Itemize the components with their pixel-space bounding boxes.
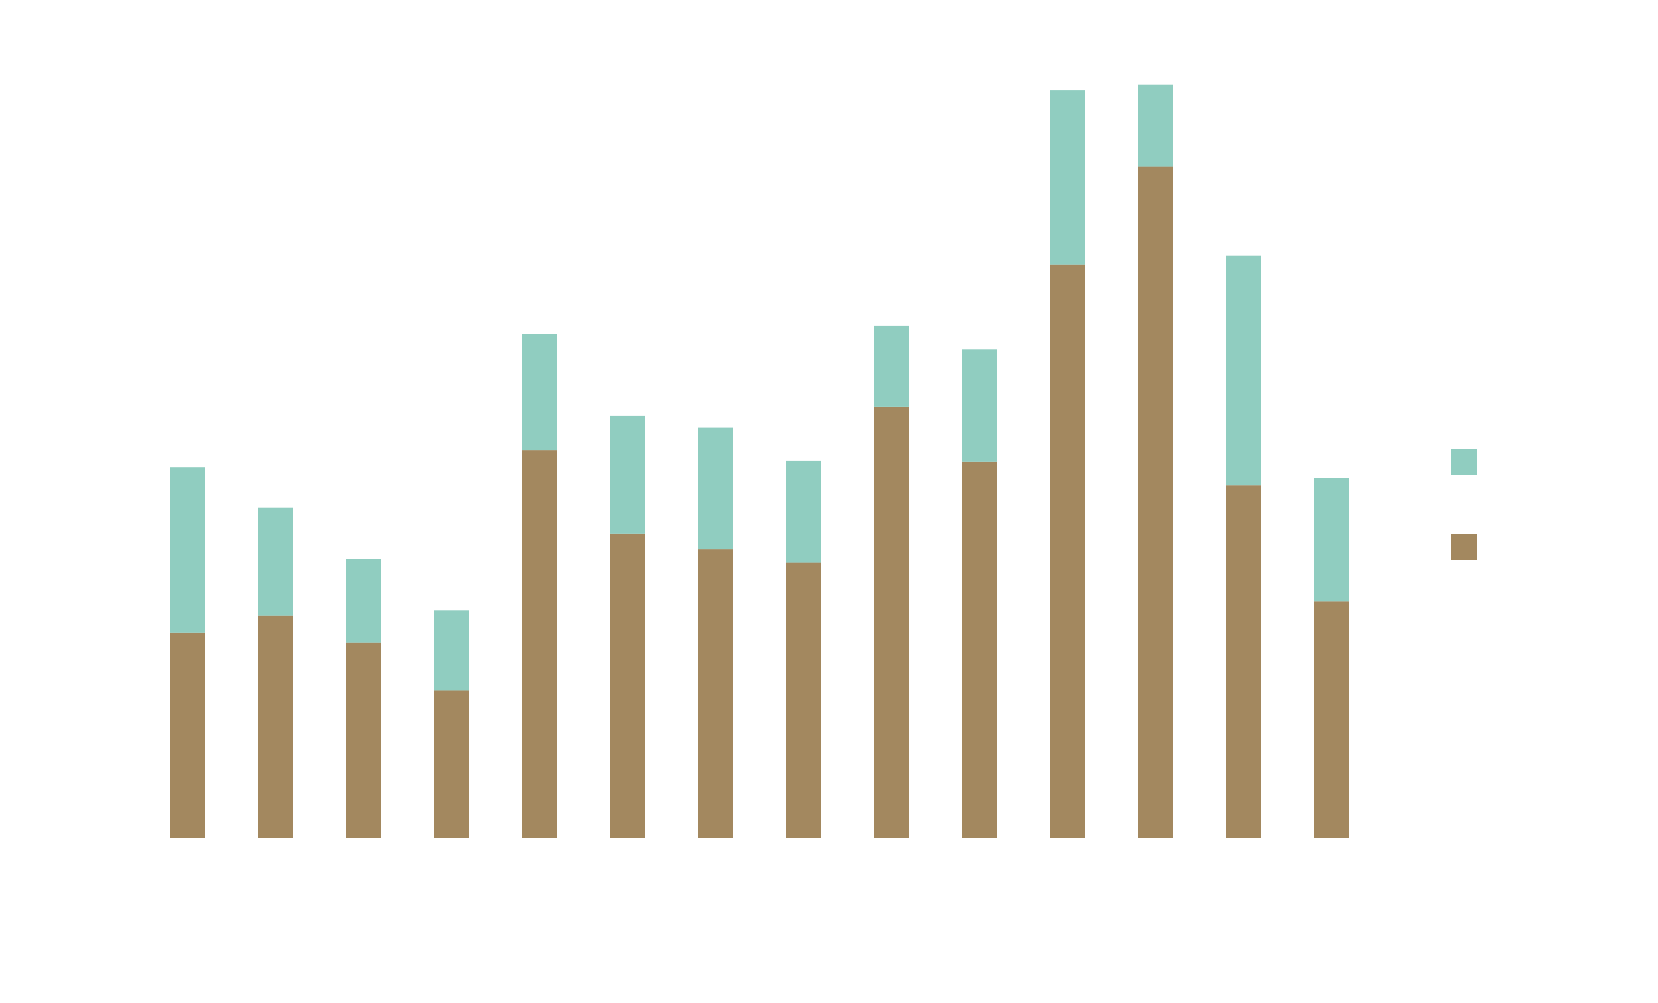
bar-segment-series-1-bar-3 (346, 642, 381, 838)
bar-segment-series-2-bar-10 (962, 349, 997, 462)
bar-segment-series-1-bar-12 (1138, 166, 1173, 839)
legend (1451, 449, 1477, 560)
bar-segment-series-2-bar-5 (522, 334, 557, 451)
legend-swatch-1 (1451, 449, 1477, 475)
bar-segment-series-2-bar-1 (170, 467, 205, 633)
bar-segment-series-2-bar-11 (1050, 90, 1085, 265)
bars-layer (170, 84, 1349, 839)
bar-segment-series-2-bar-2 (258, 507, 293, 616)
bar-segment-series-1-bar-8 (786, 562, 821, 838)
bar-segment-series-2-bar-9 (874, 325, 909, 407)
bar-segment-series-1-bar-11 (1050, 264, 1085, 838)
bar-segment-series-1-bar-9 (874, 406, 909, 838)
bar-segment-series-1-bar-1 (170, 632, 205, 838)
bar-segment-series-1-bar-6 (610, 533, 645, 838)
bar-segment-series-2-bar-14 (1314, 478, 1349, 602)
bar-segment-series-2-bar-4 (434, 610, 469, 691)
bar-segment-series-1-bar-10 (962, 461, 997, 838)
bar-segment-series-1-bar-2 (258, 615, 293, 838)
bar-segment-series-2-bar-8 (786, 460, 821, 563)
bar-segment-series-1-bar-7 (698, 549, 733, 838)
bar-segment-series-1-bar-13 (1226, 485, 1261, 838)
bar-segment-series-2-bar-6 (610, 415, 645, 534)
legend-swatch-2 (1451, 534, 1477, 560)
bar-segment-series-1-bar-4 (434, 690, 469, 838)
bar-segment-series-2-bar-13 (1226, 255, 1261, 486)
bar-segment-series-2-bar-3 (346, 559, 381, 643)
bar-segment-series-2-bar-12 (1138, 84, 1173, 167)
bar-segment-series-1-bar-5 (522, 450, 557, 838)
bar-segment-series-1-bar-14 (1314, 601, 1349, 838)
bar-segment-series-2-bar-7 (698, 427, 733, 550)
